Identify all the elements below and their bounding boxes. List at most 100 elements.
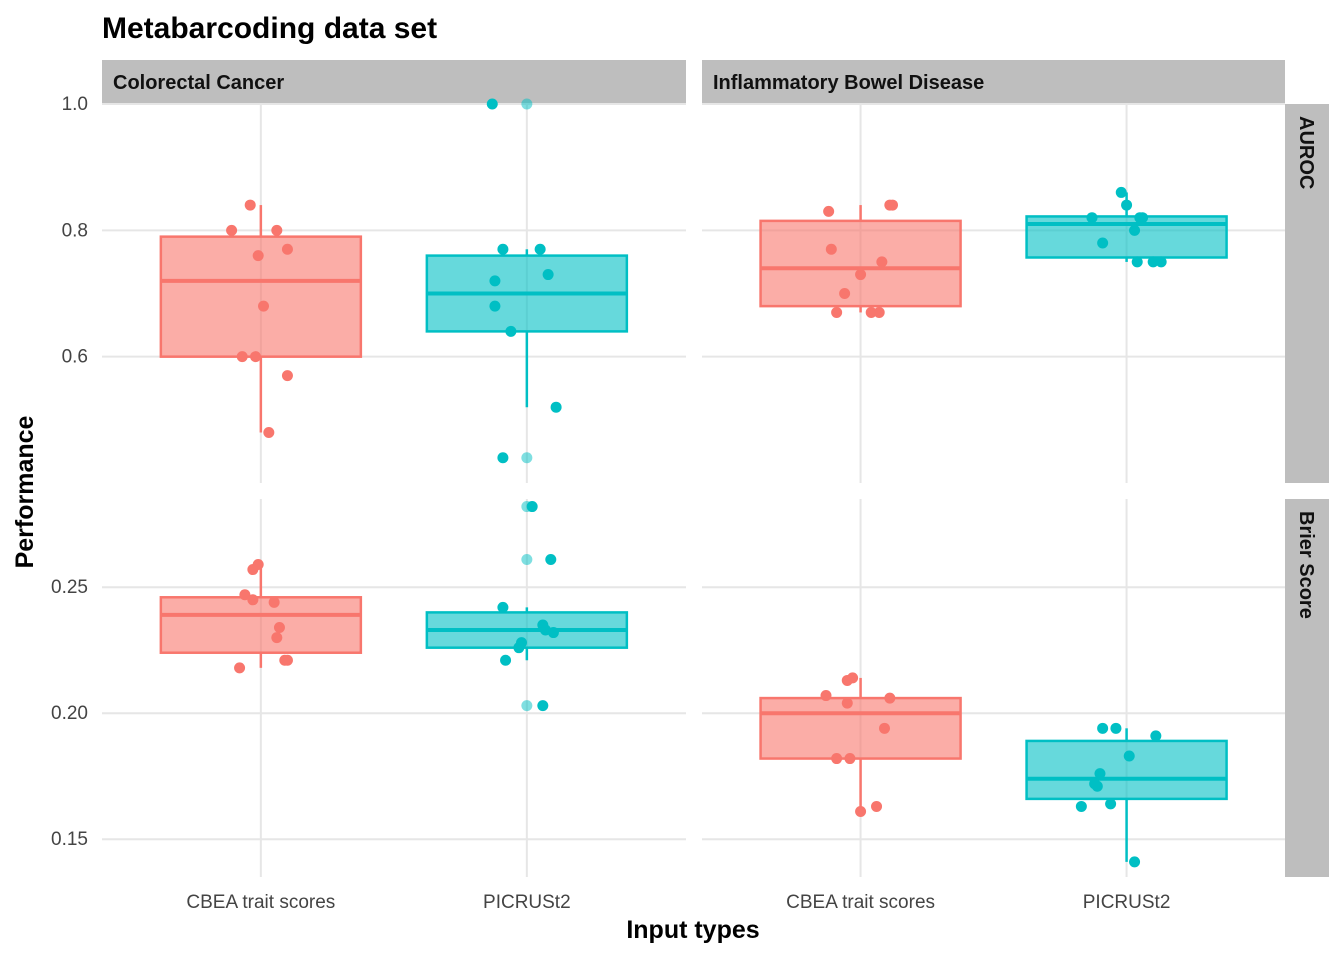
data-point — [855, 805, 867, 817]
outlier-point — [521, 553, 533, 565]
panels-layer: Colorectal Cancer Inflammatory Bowel Dise… — [51, 60, 1329, 913]
data-point — [550, 401, 562, 413]
data-point — [271, 224, 283, 236]
x-tick-label: CBEA trait scores — [186, 892, 335, 913]
data-point — [281, 370, 293, 382]
x-tick-label: PICRUSt2 — [1083, 892, 1171, 913]
y-tick-label: 0.20 — [51, 703, 88, 724]
data-point — [545, 553, 557, 565]
data-point — [247, 594, 259, 606]
data-point — [825, 243, 837, 255]
data-point — [855, 269, 867, 281]
data-point — [1115, 186, 1127, 198]
facet-strip-1 — [102, 60, 686, 104]
facet-strip-label-2: Inflammatory Bowel Disease — [713, 72, 984, 94]
data-point — [823, 205, 835, 217]
y-tick-label: 0.8 — [62, 220, 88, 241]
data-point — [1129, 856, 1141, 868]
data-point — [1121, 199, 1133, 211]
data-point — [244, 199, 256, 211]
data-point — [865, 306, 877, 318]
data-point — [1089, 778, 1101, 790]
y-tick-label: 0.25 — [51, 577, 88, 598]
y-axis-title: Performance — [11, 415, 39, 568]
panel-2-1: CBEA trait scores PICRUSt2 — [102, 499, 686, 913]
x-tick-label: PICRUSt2 — [483, 892, 571, 913]
chart-title: Metabarcoding data set — [102, 12, 437, 45]
data-point — [876, 256, 888, 268]
data-point — [234, 662, 246, 674]
data-point — [505, 325, 517, 337]
data-point — [886, 199, 898, 211]
data-point — [268, 596, 280, 608]
data-point — [1097, 237, 1109, 249]
panel-1-1 — [102, 98, 686, 483]
data-point — [236, 351, 248, 363]
data-point — [500, 654, 512, 666]
y-tick-label: 1.0 — [62, 94, 88, 115]
data-point — [1075, 800, 1087, 812]
box — [159, 596, 363, 654]
data-point — [873, 306, 885, 318]
data-point — [489, 275, 501, 287]
data-point — [281, 654, 293, 666]
data-point — [486, 98, 498, 110]
outlier-point — [521, 700, 533, 712]
data-point — [263, 426, 275, 438]
data-point — [1131, 256, 1143, 268]
data-point — [226, 224, 238, 236]
x-axis-title: Input types — [626, 916, 759, 944]
facet-strip-label-1: Colorectal Cancer — [113, 72, 284, 94]
data-point — [513, 642, 525, 654]
data-point — [1155, 256, 1167, 268]
data-point — [542, 269, 554, 281]
row-strip-1 — [1285, 104, 1329, 483]
data-point — [1086, 212, 1098, 224]
data-point — [1150, 730, 1162, 742]
outlier-point — [521, 452, 533, 464]
row-strip-label-1: AUROC — [1295, 116, 1317, 189]
y-tick-label: 0.15 — [51, 829, 88, 850]
data-point — [839, 288, 851, 299]
data-point — [547, 627, 559, 639]
panel-1-2 — [702, 103, 1285, 483]
data-point — [1147, 256, 1159, 268]
row-strip-label-2: Brier Score — [1295, 511, 1317, 619]
data-point — [847, 672, 859, 684]
data-point — [820, 690, 832, 702]
row-strip-2 — [1285, 499, 1329, 877]
facet-strip-2 — [702, 60, 1285, 104]
x-tick-label: CBEA trait scores — [786, 892, 935, 913]
data-point — [1094, 768, 1106, 780]
panel-2-2: CBEA trait scores PICRUSt2 — [702, 499, 1285, 913]
data-point — [273, 622, 285, 634]
data-point — [258, 300, 270, 312]
box — [759, 219, 962, 308]
data-point — [841, 697, 853, 709]
data-point — [252, 250, 264, 262]
data-point — [497, 452, 509, 464]
data-point — [1110, 722, 1122, 734]
data-point — [239, 589, 251, 601]
data-point — [831, 306, 843, 318]
data-point — [1129, 224, 1141, 236]
data-point — [844, 753, 856, 765]
data-point — [271, 632, 283, 644]
data-point — [497, 243, 509, 255]
data-point — [1123, 750, 1135, 762]
box — [1025, 739, 1228, 801]
data-point — [534, 243, 546, 255]
data-point — [831, 753, 843, 765]
data-point — [497, 601, 509, 613]
box — [759, 696, 962, 760]
data-point — [1137, 212, 1149, 224]
data-point — [281, 243, 293, 255]
data-point — [250, 351, 262, 363]
outlier-point — [521, 98, 533, 110]
data-point — [489, 300, 501, 312]
data-point — [871, 800, 883, 812]
data-point — [252, 559, 264, 571]
data-point — [1105, 798, 1117, 810]
y-tick-label: 0.6 — [62, 347, 88, 368]
